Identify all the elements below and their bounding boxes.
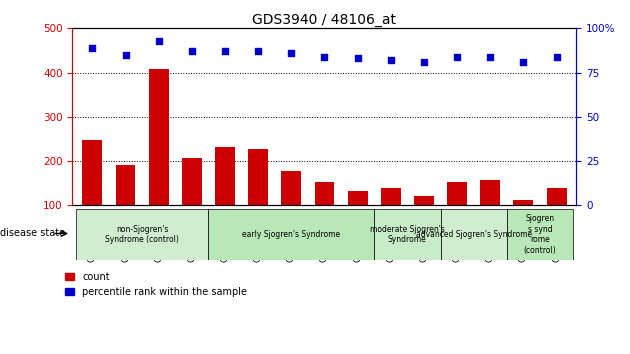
- Bar: [83, 140, 102, 250]
- Bar: [348, 191, 367, 250]
- Point: [186, 48, 197, 54]
- Bar: [215, 147, 235, 250]
- Bar: [547, 188, 566, 250]
- Point: [551, 54, 561, 59]
- Text: moderate Sjogren's
Syndrome: moderate Sjogren's Syndrome: [370, 225, 445, 244]
- Title: GDS3940 / 48106_at: GDS3940 / 48106_at: [253, 13, 396, 27]
- Text: non-Sjogren's
Syndrome (control): non-Sjogren's Syndrome (control): [105, 225, 179, 244]
- Bar: [513, 200, 534, 250]
- Point: [220, 48, 230, 54]
- Bar: [447, 182, 467, 250]
- Bar: [480, 180, 500, 250]
- Point: [120, 52, 130, 58]
- Point: [319, 54, 329, 59]
- Point: [286, 50, 296, 56]
- Bar: [209, 209, 374, 260]
- Text: Sjogren
s synd
rome
(control): Sjogren s synd rome (control): [524, 215, 556, 255]
- Bar: [248, 149, 268, 250]
- Bar: [115, 166, 135, 250]
- Point: [419, 59, 429, 65]
- Point: [452, 54, 462, 59]
- Bar: [282, 171, 301, 250]
- Bar: [374, 209, 440, 260]
- Bar: [149, 69, 169, 250]
- Point: [485, 54, 495, 59]
- Bar: [381, 188, 401, 250]
- Point: [253, 48, 263, 54]
- Bar: [314, 182, 335, 250]
- Text: disease state: disease state: [0, 228, 65, 239]
- Text: early Sjogren's Syndrome: early Sjogren's Syndrome: [242, 230, 340, 239]
- Point: [518, 59, 529, 65]
- Point: [88, 45, 98, 51]
- Bar: [507, 209, 573, 260]
- Bar: [182, 158, 202, 250]
- Point: [353, 56, 363, 61]
- Bar: [76, 209, 209, 260]
- Bar: [414, 195, 434, 250]
- Bar: [440, 209, 507, 260]
- Point: [386, 57, 396, 63]
- Legend: count, percentile rank within the sample: count, percentile rank within the sample: [65, 272, 247, 297]
- Text: advanced Sjogren's Syndrome: advanced Sjogren's Syndrome: [416, 230, 532, 239]
- Point: [154, 38, 164, 44]
